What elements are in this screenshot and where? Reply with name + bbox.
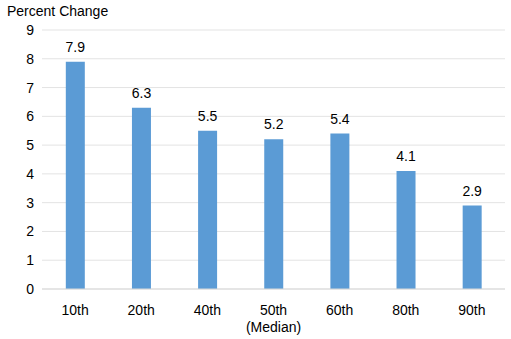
svg-text:50th(Median): 50th(Median) xyxy=(246,302,301,335)
svg-text:7: 7 xyxy=(26,80,34,96)
svg-text:1: 1 xyxy=(26,252,34,268)
svg-text:90th: 90th xyxy=(458,302,485,318)
svg-text:8: 8 xyxy=(26,51,34,67)
svg-text:5.2: 5.2 xyxy=(264,116,284,132)
svg-text:10th: 10th xyxy=(61,302,88,318)
html-text:Percent Change: Percent Change xyxy=(7,3,109,19)
svg-text:9: 9 xyxy=(26,22,34,38)
svg-text:5.4: 5.4 xyxy=(330,111,350,127)
svg-text:4.1: 4.1 xyxy=(396,148,416,164)
svg-text:6: 6 xyxy=(26,108,34,124)
svg-text:3: 3 xyxy=(26,195,34,211)
svg-text:20th: 20th xyxy=(128,302,155,318)
svg-text:2.9: 2.9 xyxy=(462,183,482,199)
svg-text:4: 4 xyxy=(26,166,34,182)
svg-text:5: 5 xyxy=(26,137,34,153)
svg-text:7.9: 7.9 xyxy=(66,39,86,55)
svg-text:5.5: 5.5 xyxy=(198,108,218,124)
svg-text:80th: 80th xyxy=(392,302,419,318)
svg-text:2: 2 xyxy=(26,223,34,239)
svg-text:0: 0 xyxy=(26,281,34,297)
svg-text:6.3: 6.3 xyxy=(132,85,152,101)
svg-text:40th: 40th xyxy=(194,302,221,318)
svg-text:60th: 60th xyxy=(326,302,353,318)
